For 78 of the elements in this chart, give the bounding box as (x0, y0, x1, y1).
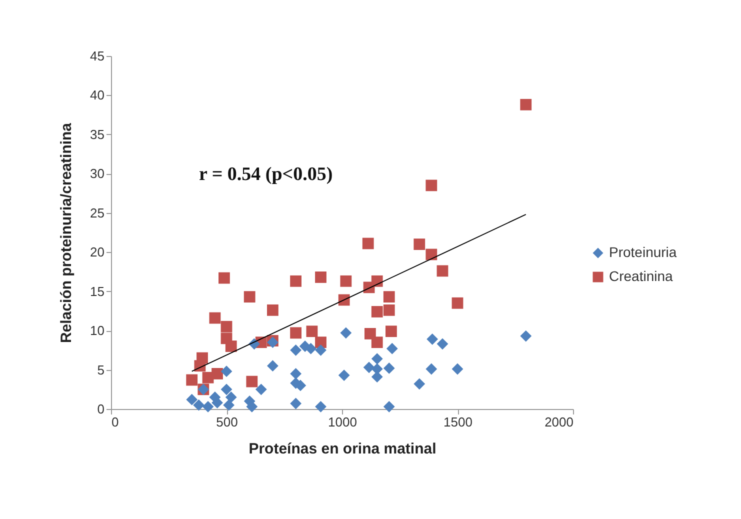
point (209, 312, 221, 324)
point (386, 326, 397, 338)
point (436, 265, 448, 277)
y-tick-label: 25 (90, 205, 104, 220)
point (520, 330, 532, 342)
point (186, 394, 198, 406)
point (218, 272, 230, 284)
point (267, 304, 278, 316)
point (426, 333, 438, 345)
point (362, 238, 374, 250)
point (290, 327, 302, 339)
x-tick-label: 500 (216, 414, 238, 430)
point (371, 353, 383, 364)
annotation: r = 0.54 (p<0.05) (199, 164, 333, 185)
point (290, 368, 302, 380)
point (383, 304, 395, 316)
point (520, 98, 532, 110)
point (426, 180, 438, 192)
point (363, 362, 375, 374)
point (196, 352, 208, 364)
point (290, 344, 302, 356)
point (386, 342, 398, 354)
point (340, 327, 352, 339)
point (255, 384, 267, 396)
point (186, 374, 198, 386)
point (225, 392, 237, 403)
point (338, 370, 350, 381)
point (220, 384, 232, 396)
point (202, 400, 214, 412)
x-tick-label: 2000 (544, 414, 574, 430)
point (426, 363, 438, 375)
y-tick-label: 40 (90, 88, 104, 103)
point (426, 248, 438, 260)
point (452, 297, 464, 309)
point (383, 362, 395, 374)
point (383, 291, 395, 303)
y-tick-label: 0 (97, 402, 104, 416)
y-axis-title: Relación proteinuria/creatinina (58, 122, 76, 344)
legend-label: Proteinuria (609, 244, 677, 260)
point (223, 399, 235, 411)
point (315, 400, 326, 412)
legend-label: Creatinina (609, 268, 674, 284)
x-tick-label: 0 (112, 414, 119, 430)
point (340, 275, 352, 287)
point (371, 336, 383, 348)
point (305, 342, 317, 354)
point (371, 306, 383, 318)
point (315, 336, 326, 348)
point (246, 376, 258, 388)
y-tick-label: 35 (90, 126, 104, 142)
y-tick-label: 5 (97, 362, 104, 378)
y-tick-label: 15 (90, 284, 104, 299)
point (220, 366, 232, 378)
point (220, 320, 232, 332)
point (267, 360, 278, 372)
point (193, 399, 204, 411)
point (452, 363, 464, 375)
x-axis-title: Proteínas en orina matinal (248, 440, 436, 458)
point (383, 400, 395, 412)
point (371, 275, 383, 287)
point (244, 291, 256, 303)
x-tick-label: 1000 (328, 414, 357, 430)
point (414, 378, 426, 390)
point (315, 272, 326, 283)
point (290, 398, 302, 410)
point (315, 344, 326, 356)
point (306, 326, 318, 338)
point (225, 340, 237, 352)
y-tick-label: 30 (90, 166, 104, 182)
y-tick-label: 10 (90, 323, 104, 338)
point (414, 238, 426, 250)
point (212, 397, 223, 408)
y-tick-label: 20 (90, 244, 104, 260)
point (212, 368, 223, 380)
point (290, 275, 302, 287)
y-tick-label: 45 (90, 48, 104, 64)
x-tick-label: 1500 (444, 414, 472, 430)
point (436, 338, 448, 350)
